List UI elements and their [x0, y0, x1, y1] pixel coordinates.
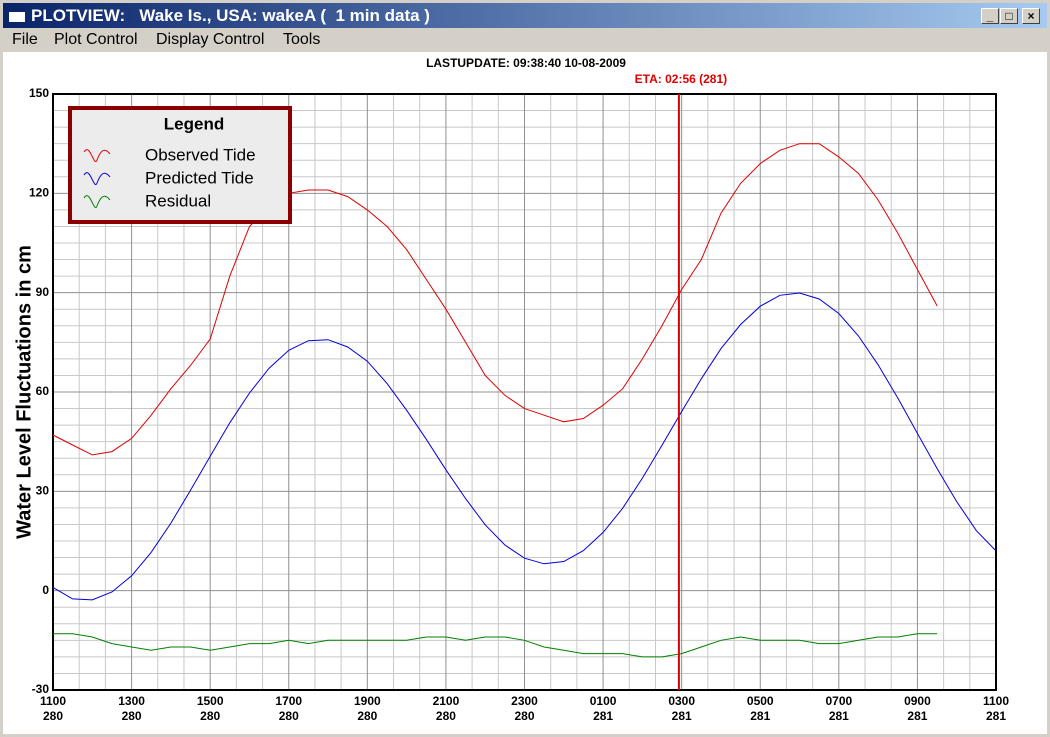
x-tick-sublabel: 280: [43, 709, 63, 723]
app-icon: [9, 9, 25, 22]
x-tick-label: 1700: [275, 694, 302, 708]
x-tick-label: 2300: [511, 694, 538, 708]
legend-label: Predicted Tide: [145, 168, 254, 187]
y-tick-label: 90: [36, 285, 50, 299]
x-tick-sublabel: 280: [122, 709, 142, 723]
x-tick-sublabel: 280: [357, 709, 377, 723]
y-tick-label: 0: [42, 583, 49, 597]
legend-swatch: [83, 149, 111, 163]
legend-swatch: [83, 195, 111, 209]
x-tick-label: 0300: [668, 694, 695, 708]
legend-title: Legend: [164, 114, 224, 133]
x-tick-sublabel: 280: [200, 709, 220, 723]
close-button[interactable]: ×: [1022, 8, 1040, 24]
x-tick-label: 1300: [118, 694, 145, 708]
x-tick-label: 2100: [433, 694, 460, 708]
y-tick-label: 60: [36, 384, 50, 398]
minimize-button[interactable]: _: [981, 8, 999, 24]
x-tick-sublabel: 281: [672, 709, 692, 723]
x-tick-label: 0700: [825, 694, 852, 708]
x-tick-sublabel: 280: [514, 709, 534, 723]
eta-label: ETA: 02:56 (281): [635, 72, 727, 86]
legend-swatch: [83, 172, 111, 186]
legend-label: Observed Tide: [145, 145, 256, 164]
chart: LASTUPDATE: 09:38:40 10-08-2009 Water Le…: [3, 52, 1047, 734]
x-tick-sublabel: 281: [829, 709, 849, 723]
x-tick-sublabel: 281: [986, 709, 1006, 723]
x-tick-sublabel: 281: [907, 709, 927, 723]
plot-frame: [52, 93, 997, 691]
legend-label: Residual: [145, 191, 211, 210]
x-tick-label: 1100: [40, 694, 66, 708]
legend-box: [68, 106, 292, 224]
x-tick-sublabel: 281: [593, 709, 613, 723]
menu-item[interactable]: File: [12, 31, 38, 48]
title-bar: PLOTVIEW: Wake Is., USA: wakeA ( 1 min d…: [3, 3, 1047, 28]
chart-subtitle: LASTUPDATE: 09:38:40 10-08-2009: [426, 56, 626, 70]
menu-bar: File Plot Control Display Control Tools: [3, 29, 1047, 51]
y-axis-label: Water Level Fluctuations in cm: [13, 245, 35, 539]
x-tick-label: 1900: [354, 694, 381, 708]
x-tick-label: 0100: [590, 694, 617, 708]
y-tick-label: 150: [29, 86, 49, 100]
y-tick-label: 120: [29, 186, 49, 200]
x-tick-sublabel: 281: [750, 709, 770, 723]
x-tick-label: 1500: [197, 694, 224, 708]
x-tick-label: 1100: [983, 694, 1009, 708]
menu-item[interactable]: Plot Control: [54, 31, 138, 48]
menu-item[interactable]: Display Control: [156, 31, 265, 48]
series-line: [53, 633, 938, 658]
x-tick-sublabel: 280: [279, 709, 299, 723]
menu-item[interactable]: Tools: [283, 31, 321, 48]
y-tick-label: -30: [32, 682, 50, 696]
x-tick-sublabel: 280: [436, 709, 456, 723]
series-line: [52, 143, 938, 456]
x-tick-label: 0900: [904, 694, 931, 708]
series-line: [52, 292, 997, 601]
x-tick-label: 0500: [747, 694, 774, 708]
y-tick-label: 30: [36, 484, 50, 498]
maximize-button[interactable]: □: [1000, 8, 1018, 24]
window-title: PLOTVIEW: Wake Is., USA: wakeA ( 1 min d…: [31, 6, 430, 25]
